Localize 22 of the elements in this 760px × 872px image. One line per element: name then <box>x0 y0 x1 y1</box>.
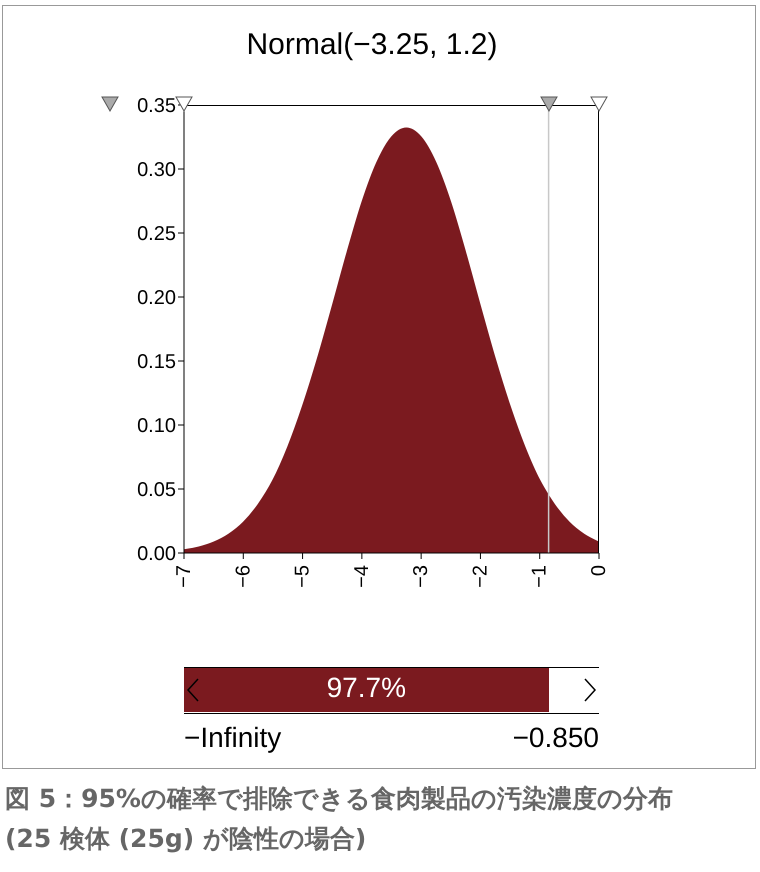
text: 97.7% <box>326 672 407 704</box>
x-tick-label: −1 <box>528 565 551 588</box>
x-tick-label: −4 <box>350 565 373 588</box>
y-tick-label: 0.10 <box>137 415 176 438</box>
text: (25 検体 (25g) が陰性の場合) <box>5 823 366 855</box>
y-tick-label: 0.15 <box>137 351 176 374</box>
x-tick-label: −2 <box>469 565 492 588</box>
text: −0.850 <box>512 722 599 754</box>
y-tick-label: 0.30 <box>137 159 176 182</box>
x-tick-label: −7 <box>173 565 195 588</box>
text: −Infinity <box>184 722 282 754</box>
x-tick-label: −6 <box>232 565 254 588</box>
y-tick-label: 0.05 <box>137 479 176 502</box>
x-tick-label: −5 <box>292 565 314 588</box>
y-tick-label: 0.25 <box>137 223 176 246</box>
x-tick-label: −3 <box>410 565 432 588</box>
y-tick-label: 0.35 <box>137 95 176 118</box>
y-tick-label: 0.00 <box>137 543 176 566</box>
y-tick-label: 0.20 <box>137 287 176 310</box>
x-tick-label: 0 <box>588 565 610 576</box>
chart-title: Normal(−3.25, 1.2) <box>246 28 498 62</box>
caption: 図 5：95%の確率で排除できる食肉製品の汚染濃度の分布 <box>5 783 673 815</box>
